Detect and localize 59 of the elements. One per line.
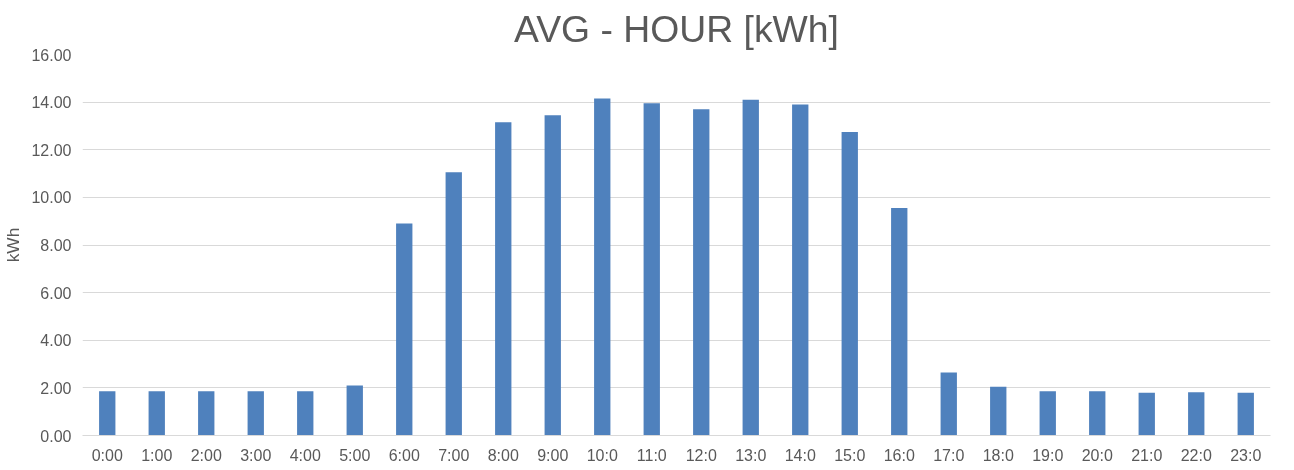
bar <box>544 115 561 436</box>
x-tick-label: 21:0 <box>1131 446 1163 464</box>
bar <box>841 131 858 436</box>
y-tick-label: 2.00 <box>40 379 72 397</box>
bar <box>990 386 1007 436</box>
bar <box>792 104 809 436</box>
bar <box>495 122 512 436</box>
bar <box>940 372 957 436</box>
bar <box>99 391 116 436</box>
x-tick-label: 3:00 <box>240 446 272 464</box>
bar <box>1138 392 1155 436</box>
bar <box>396 223 413 436</box>
y-tick-label: 8.00 <box>40 237 72 254</box>
bar <box>643 103 660 436</box>
bar <box>247 391 264 436</box>
x-tick-label: 11:0 <box>636 446 667 464</box>
x-tick-label: 12:0 <box>685 446 717 464</box>
x-tick-label: 2:00 <box>190 446 222 464</box>
bar <box>1237 392 1254 436</box>
bar <box>445 172 462 436</box>
bar <box>198 391 215 436</box>
bar <box>693 109 710 436</box>
bar <box>742 99 759 436</box>
x-tick-label: 8:00 <box>487 446 519 464</box>
y-tick-label: 12.00 <box>31 141 72 159</box>
y-axis-title: kWh <box>3 227 24 263</box>
y-tick-label: 6.00 <box>40 284 72 302</box>
bar <box>594 98 611 436</box>
x-tick-label: 13:0 <box>735 446 767 464</box>
bar <box>297 391 314 436</box>
x-tick-label: 9:00 <box>537 446 569 464</box>
chart-title: AVG - HOUR [kWh] <box>514 7 839 50</box>
y-tick-label: 0.00 <box>40 427 72 445</box>
bar <box>1089 391 1106 436</box>
x-tick-label: 17:0 <box>933 446 965 464</box>
bar <box>891 208 908 436</box>
x-tick-label: 15:0 <box>834 446 866 464</box>
bar <box>148 391 165 436</box>
y-tick-label: 10.00 <box>31 189 72 207</box>
x-tick-label: 7:00 <box>438 446 470 464</box>
x-tick-label: 16:0 <box>883 446 915 464</box>
bar <box>1188 392 1205 436</box>
x-tick-label: 14:0 <box>784 446 816 464</box>
bar <box>346 385 363 436</box>
x-tick-label: 20:0 <box>1081 446 1113 464</box>
x-tick-label: 1:00 <box>141 446 173 464</box>
bar <box>1039 391 1056 436</box>
x-tick-label: 0:00 <box>91 446 123 464</box>
y-tick-label: 16.00 <box>31 46 72 64</box>
x-tick-label: 10:0 <box>586 446 618 464</box>
x-tick-label: 18:0 <box>982 446 1014 464</box>
x-tick-label: 19:0 <box>1032 446 1064 464</box>
x-tick-label: 4:00 <box>289 446 321 464</box>
x-tick-label: 23:0 <box>1230 446 1262 464</box>
x-tick-label: 5:00 <box>339 446 371 464</box>
x-tick-label: 6:00 <box>388 446 420 464</box>
y-tick-label: 4.00 <box>40 332 72 350</box>
x-tick-label: 22:0 <box>1180 446 1212 464</box>
y-tick-label: 14.00 <box>31 94 72 112</box>
